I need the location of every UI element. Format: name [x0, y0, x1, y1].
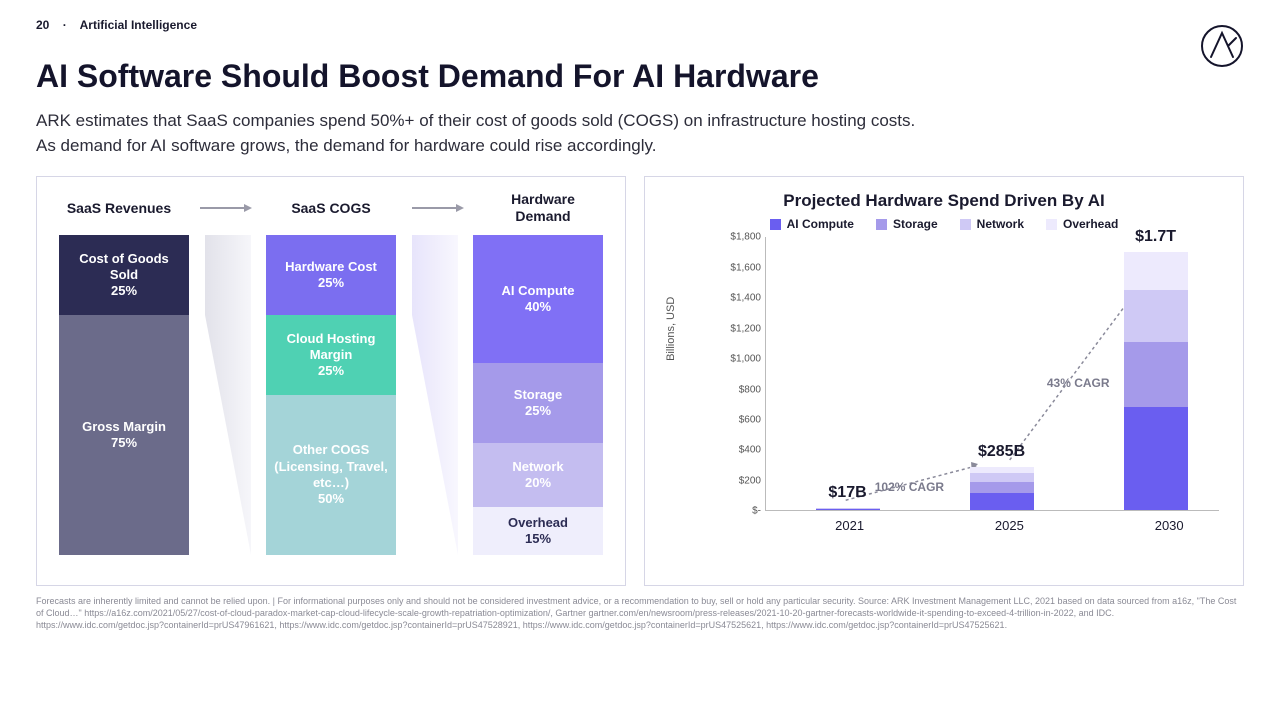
plot-area: 102% CAGR 43% CAGR $17B$285B$1.7T	[765, 237, 1219, 511]
stack-segment: Network20%	[473, 443, 603, 507]
y-tick: $-	[715, 506, 761, 517]
bar-segment	[1124, 252, 1188, 291]
bar	[816, 508, 880, 511]
page-number: 20	[36, 18, 49, 32]
bar-segment	[1124, 290, 1188, 342]
stack-segment: Gross Margin75%	[59, 315, 189, 555]
bar-segment	[816, 509, 880, 510]
legend-item: AI Compute	[770, 217, 854, 231]
legend-item: Storage	[876, 217, 938, 231]
y-tick: $1,400	[715, 293, 761, 304]
cagr-label-2: 43% CAGR	[1047, 376, 1110, 390]
bar-total-label: $1.7T	[1096, 228, 1216, 246]
y-axis-label: Billions, USD	[665, 297, 677, 361]
page-header: 20 · Artificial Intelligence	[36, 18, 1244, 32]
x-category: 2030	[1129, 518, 1209, 533]
flow-chart-panel: SaaS Revenues SaaS COGS Hardware Demand …	[36, 176, 626, 586]
bar-segment	[970, 473, 1034, 482]
page-title: AI Software Should Boost Demand For AI H…	[36, 58, 1244, 95]
bar-segment	[1124, 407, 1188, 511]
arrow-right-icon	[410, 202, 464, 214]
bar-chart-title: Projected Hardware Spend Driven By AI	[661, 191, 1227, 211]
stack-segment: Storage25%	[473, 363, 603, 443]
stack-segment: Cost of Goods Sold25%	[59, 235, 189, 315]
stack-segment: Other COGS (Licensing, Travel, etc…)50%	[266, 395, 396, 555]
y-axis: $1,800$1,600$1,400$1,200$1,000$800$600$4…	[715, 237, 765, 511]
bar-total-label: $17B	[788, 484, 908, 502]
bar	[1124, 252, 1188, 511]
stack-segment: Cloud Hosting Margin25%	[266, 315, 396, 395]
y-tick: $1,600	[715, 262, 761, 273]
bar-segment	[970, 493, 1034, 510]
y-tick: $1,000	[715, 354, 761, 365]
y-tick: $600	[715, 414, 761, 425]
legend-item: Network	[960, 217, 1024, 231]
flow-gap-2	[412, 235, 458, 555]
bar-segment	[970, 482, 1034, 493]
ark-logo-icon	[1200, 24, 1244, 68]
subtitle: ARK estimates that SaaS companies spend …	[36, 109, 1244, 158]
stack-segment: Overhead15%	[473, 507, 603, 555]
chart-area: Billions, USD $1,800$1,600$1,400$1,200$1…	[699, 237, 1227, 537]
footnote: Forecasts are inherently limited and can…	[36, 596, 1244, 631]
flow-gap-1	[205, 235, 251, 555]
category: Artificial Intelligence	[80, 18, 197, 32]
bar-chart-panel: Projected Hardware Spend Driven By AI AI…	[644, 176, 1244, 586]
stack-segment: AI Compute40%	[473, 235, 603, 363]
y-tick: $400	[715, 445, 761, 456]
stack-saas-cogs: Hardware Cost25%Cloud Hosting Margin25%O…	[266, 235, 396, 555]
x-category: 2021	[810, 518, 890, 533]
bar-segment	[1124, 342, 1188, 407]
flow-header-1: SaaS Revenues	[59, 200, 179, 217]
bar	[970, 467, 1034, 510]
y-tick: $1,200	[715, 323, 761, 334]
flow-header-2: SaaS COGS	[271, 200, 391, 217]
arrow-right-icon	[198, 202, 252, 214]
stack-segment: Hardware Cost25%	[266, 235, 396, 315]
bar-total-label: $285B	[942, 443, 1062, 461]
stack-hardware-demand: AI Compute40%Storage25%Network20%Overhea…	[473, 235, 603, 555]
y-tick: $200	[715, 475, 761, 486]
flow-header-3: Hardware Demand	[483, 191, 603, 225]
separator: ·	[63, 18, 67, 32]
stack-saas-revenues: Cost of Goods Sold25%Gross Margin75%	[59, 235, 189, 555]
y-tick: $800	[715, 384, 761, 395]
y-tick: $1,800	[715, 232, 761, 243]
x-category: 2025	[969, 518, 1049, 533]
